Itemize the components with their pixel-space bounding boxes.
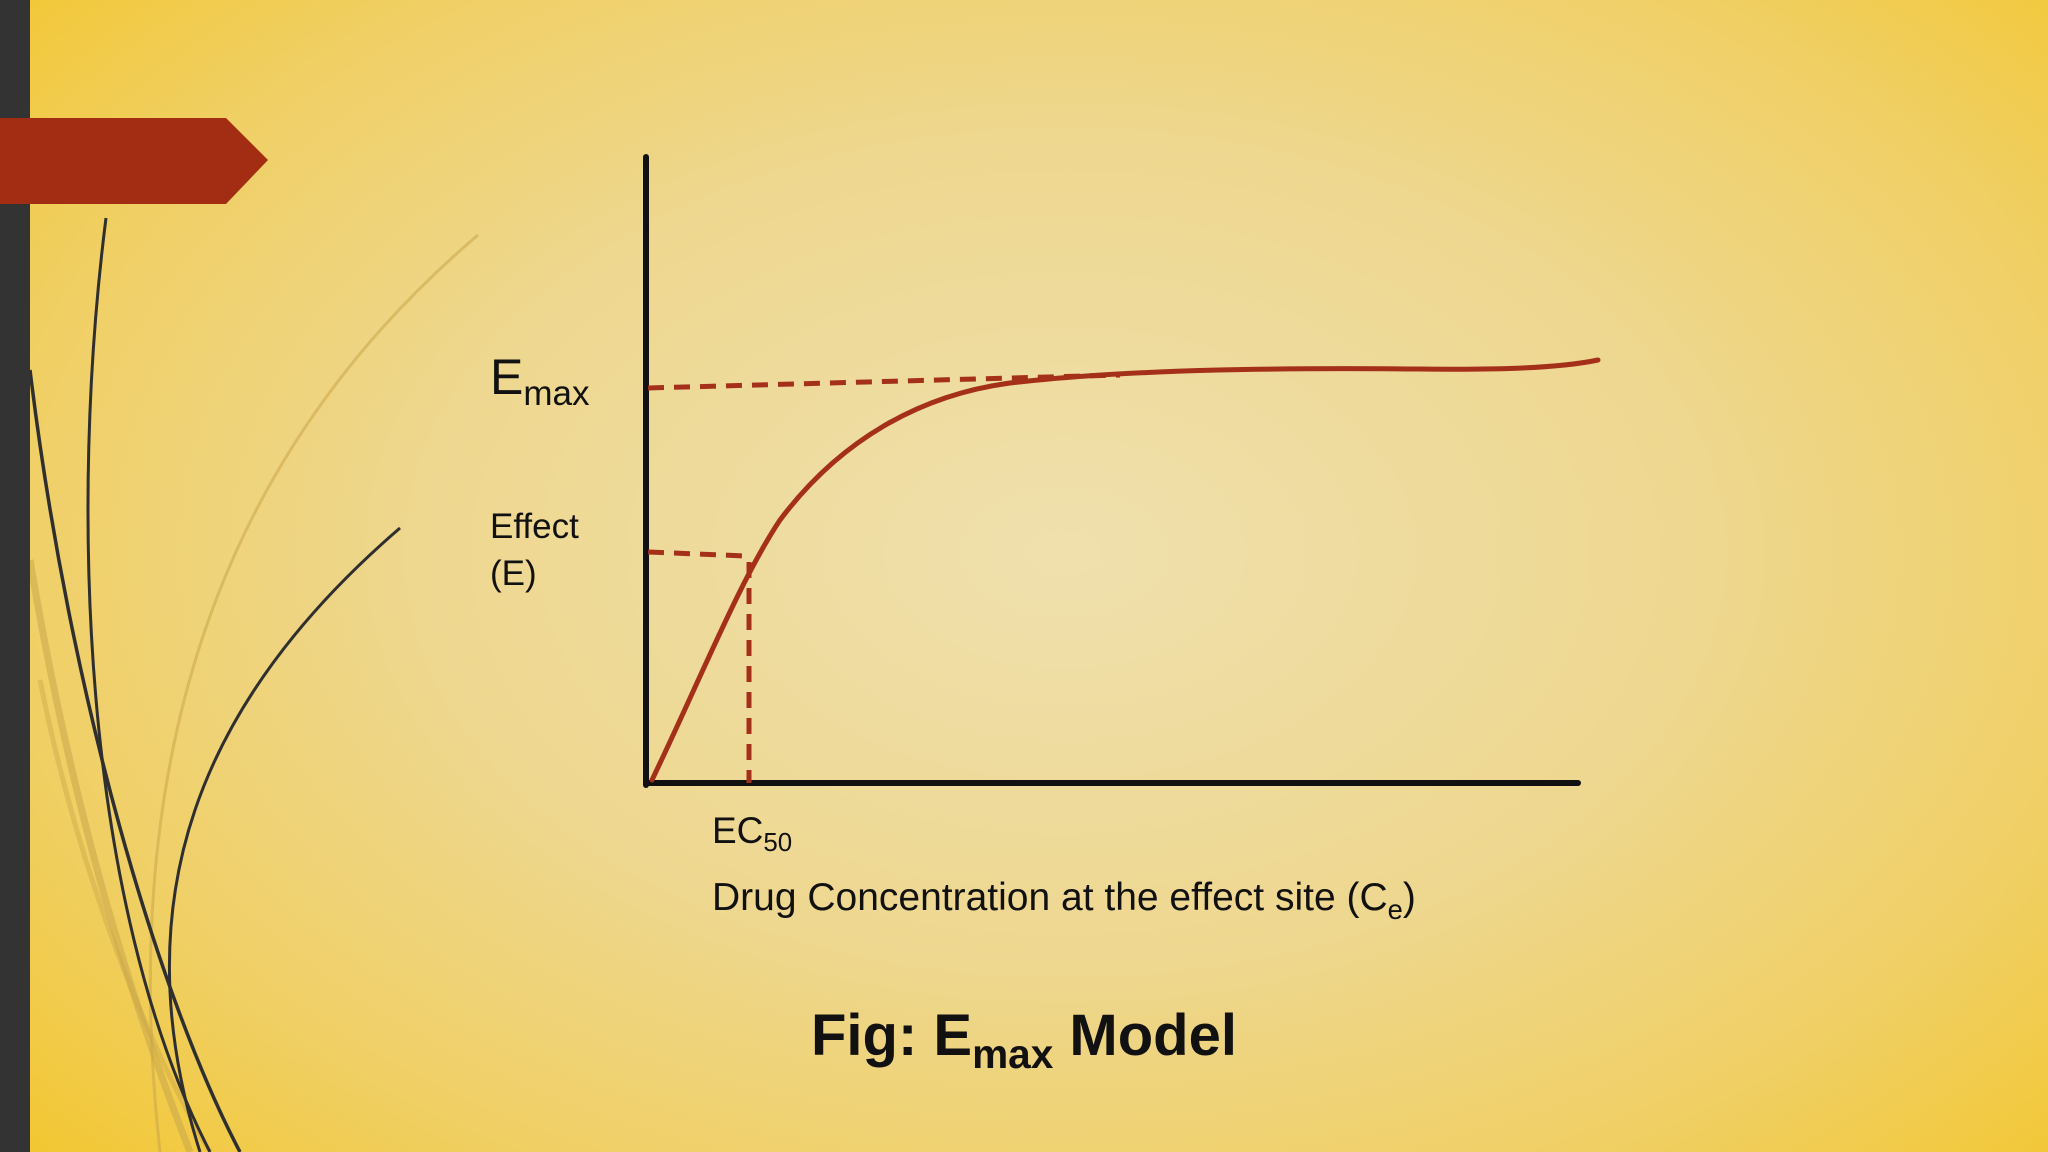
- swoosh-line-gold-1: [148, 233, 479, 1152]
- swoosh-line-gold-2: [26, 559, 194, 1152]
- effect-label-line1: Effect: [490, 507, 579, 546]
- effect-axis-label: Effect (E): [490, 503, 579, 598]
- half-effect-guide-line: [647, 549, 747, 559]
- ec50-label: EC50: [712, 810, 793, 858]
- swoosh-line-dark-3: [167, 526, 401, 1152]
- emax-guide-line: [647, 372, 1121, 391]
- swoosh-line-dark-2: [28, 369, 242, 1152]
- swoosh-line-dark-1: [86, 217, 212, 1152]
- x-axis-label: Drug Concentration at the effect site (C…: [712, 876, 1416, 925]
- figure-caption: Fig: Emax Model: [811, 1003, 1237, 1077]
- effect-label-line2: (E): [490, 554, 537, 594]
- swoosh-line-gold-3: [37, 679, 213, 1152]
- concentration-effect-curve: [649, 357, 1601, 783]
- accent-arrow-tab: [0, 118, 268, 204]
- emax-axis-label: Emax: [490, 349, 590, 414]
